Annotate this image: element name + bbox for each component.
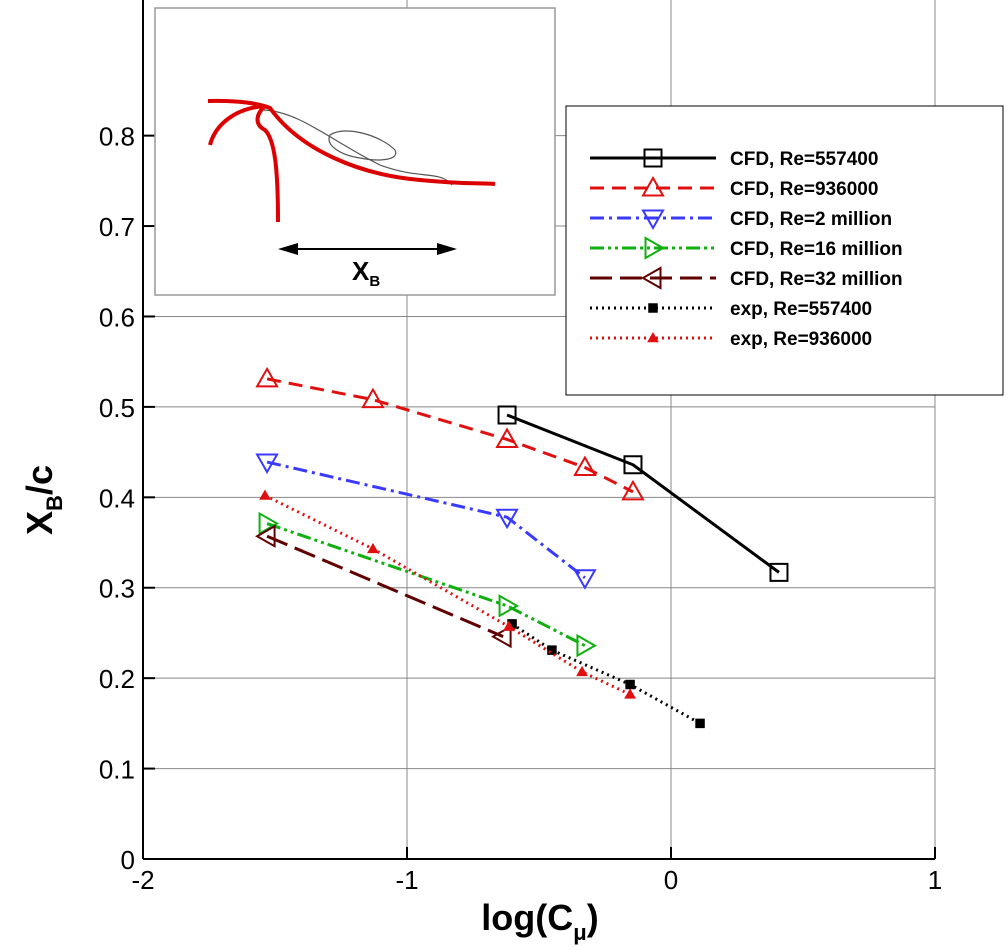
marker bbox=[367, 542, 379, 554]
series-line bbox=[264, 494, 631, 696]
legend-label: CFD, Re=16 million bbox=[730, 239, 903, 260]
y-tick-label: 0.1 bbox=[99, 755, 135, 785]
marker bbox=[258, 511, 280, 536]
marker bbox=[625, 679, 635, 690]
marker bbox=[695, 718, 705, 729]
inset-arrowheads bbox=[278, 243, 457, 255]
marker bbox=[624, 688, 636, 699]
legend-label: CFD, Re=936000 bbox=[730, 179, 878, 200]
legend-label: CFD, Re=2 million bbox=[730, 209, 892, 230]
marker bbox=[255, 524, 276, 548]
marker bbox=[576, 633, 597, 658]
x-axis-label: log(Cμ) bbox=[481, 897, 598, 945]
legend-label: CFD, Re=557400 bbox=[730, 149, 878, 170]
marker bbox=[576, 665, 588, 677]
legend-marker bbox=[647, 331, 659, 343]
x-tick-label: -2 bbox=[131, 865, 154, 895]
marker bbox=[503, 620, 515, 631]
legend-label: exp, Re=936000 bbox=[730, 329, 872, 350]
inset-label: XB bbox=[352, 256, 380, 290]
legend-label: exp, Re=557400 bbox=[730, 299, 872, 320]
marker bbox=[259, 489, 271, 500]
legend-box bbox=[565, 105, 1004, 396]
y-tick-label: 0 bbox=[121, 845, 135, 875]
x-tick-label: -1 bbox=[395, 865, 418, 895]
legend-marker bbox=[648, 303, 658, 313]
marker bbox=[255, 453, 279, 475]
y-tick-label: 0.4 bbox=[99, 483, 135, 513]
inset-jet bbox=[255, 104, 280, 223]
legend-marker bbox=[643, 148, 663, 168]
marker bbox=[769, 562, 789, 582]
inset-outline bbox=[263, 109, 453, 186]
marker bbox=[623, 455, 643, 475]
y-tick-label: 0.2 bbox=[99, 664, 135, 694]
marker bbox=[255, 366, 279, 388]
inset-airfoil bbox=[207, 98, 496, 186]
marker bbox=[621, 479, 645, 501]
y-tick-label: 0.8 bbox=[99, 122, 135, 152]
series-line bbox=[266, 377, 634, 494]
legend-marker bbox=[640, 266, 662, 290]
legend-marker bbox=[644, 236, 666, 260]
series-line bbox=[266, 534, 504, 638]
legend-marker bbox=[641, 175, 665, 197]
y-tick-label: 0.5 bbox=[99, 393, 135, 423]
x-tick-label: 1 bbox=[928, 865, 942, 895]
y-axis-label: XB/c bbox=[19, 465, 67, 535]
marker bbox=[573, 569, 597, 590]
y-tick-label: 0.7 bbox=[99, 212, 135, 242]
inset: XB bbox=[154, 7, 556, 296]
series-line bbox=[266, 460, 586, 579]
marker bbox=[498, 594, 520, 618]
marker bbox=[491, 624, 512, 649]
marker bbox=[495, 427, 519, 448]
series-line bbox=[266, 522, 586, 647]
legend-label: CFD, Re=32 million bbox=[730, 269, 903, 290]
x-tick-label: 0 bbox=[664, 865, 678, 895]
inset-bubble bbox=[328, 130, 397, 161]
inset-flap bbox=[208, 104, 266, 146]
marker bbox=[573, 455, 597, 476]
marker bbox=[497, 405, 517, 425]
marker bbox=[361, 387, 385, 409]
marker bbox=[495, 508, 519, 530]
series-line bbox=[511, 622, 701, 725]
y-tick-label: 0.6 bbox=[99, 302, 135, 332]
series-line bbox=[506, 413, 780, 574]
legend-marker bbox=[641, 209, 665, 231]
y-tick-label: 0.3 bbox=[99, 574, 135, 604]
